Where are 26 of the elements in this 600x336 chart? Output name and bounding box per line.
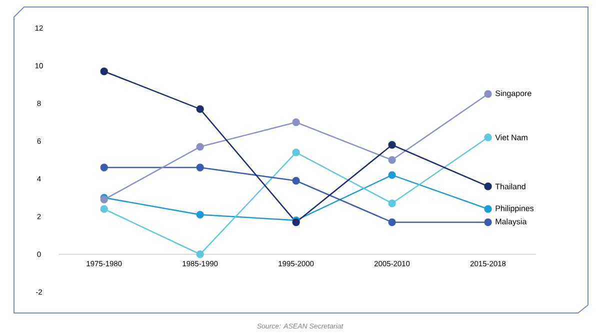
point: [388, 171, 396, 179]
point: [196, 210, 204, 219]
point: [484, 182, 492, 190]
series-label: Philippines: [496, 205, 534, 213]
point: [292, 118, 300, 126]
series-label: Singapore: [496, 90, 532, 98]
point: [100, 68, 108, 76]
point: [100, 164, 108, 172]
point: [484, 205, 492, 213]
point: [484, 134, 492, 142]
point: [484, 90, 492, 98]
point: [292, 176, 300, 185]
point: [484, 218, 492, 226]
series-label: Malaysia: [496, 218, 527, 226]
point: [388, 141, 396, 149]
series-label: Thailand: [495, 183, 526, 190]
point: [292, 148, 300, 156]
point: [196, 164, 204, 172]
point: [388, 218, 396, 226]
point: [388, 156, 396, 164]
point: [100, 205, 108, 213]
point: [196, 105, 204, 113]
point: [196, 250, 204, 258]
point: [196, 142, 204, 151]
point: [388, 200, 396, 208]
series-label: Viet Nam: [495, 134, 528, 140]
